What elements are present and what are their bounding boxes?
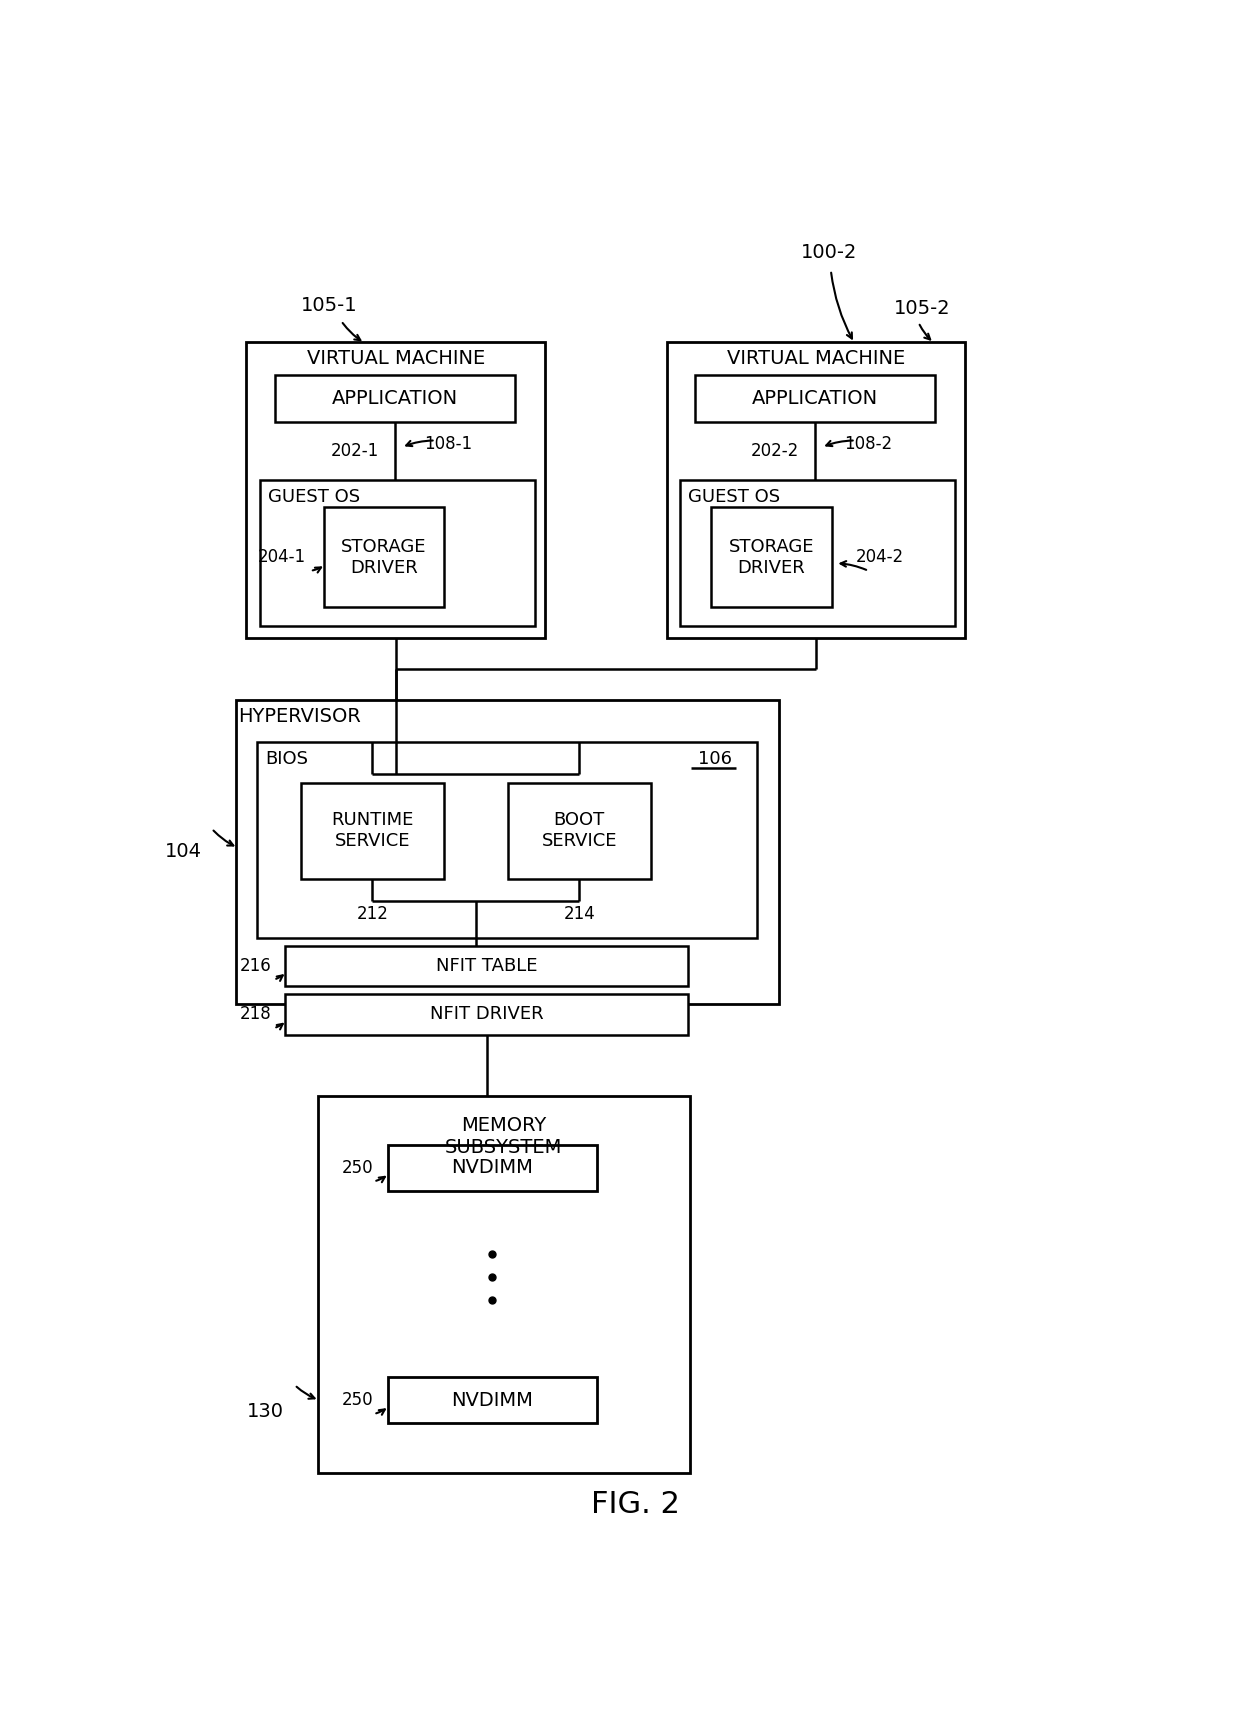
Text: NFIT DRIVER: NFIT DRIVER — [430, 1006, 543, 1023]
FancyBboxPatch shape — [712, 507, 832, 606]
Text: 218: 218 — [239, 1006, 272, 1023]
Text: 214: 214 — [563, 905, 595, 924]
Text: BIOS: BIOS — [265, 750, 309, 768]
FancyBboxPatch shape — [324, 507, 444, 606]
Text: 204-2: 204-2 — [856, 548, 904, 567]
Text: APPLICATION: APPLICATION — [332, 389, 459, 408]
Text: VIRTUAL MACHINE: VIRTUAL MACHINE — [306, 350, 485, 369]
Text: 202-1: 202-1 — [331, 443, 379, 460]
Text: 100-2: 100-2 — [801, 243, 857, 262]
Text: FIG. 2: FIG. 2 — [591, 1490, 680, 1518]
FancyBboxPatch shape — [680, 481, 955, 627]
Text: VIRTUAL MACHINE: VIRTUAL MACHINE — [727, 350, 905, 369]
Text: STORAGE
DRIVER: STORAGE DRIVER — [341, 538, 427, 577]
Text: GUEST OS: GUEST OS — [688, 488, 780, 507]
FancyBboxPatch shape — [259, 481, 534, 627]
Text: STORAGE
DRIVER: STORAGE DRIVER — [729, 538, 815, 577]
Text: HYPERVISOR: HYPERVISOR — [238, 706, 361, 725]
Text: 108-2: 108-2 — [844, 434, 892, 453]
Text: 105-1: 105-1 — [301, 296, 357, 315]
FancyBboxPatch shape — [237, 700, 779, 1005]
FancyBboxPatch shape — [507, 782, 651, 879]
Text: GUEST OS: GUEST OS — [268, 488, 360, 507]
FancyBboxPatch shape — [258, 743, 758, 939]
FancyBboxPatch shape — [247, 341, 544, 638]
Text: 105-2: 105-2 — [894, 298, 951, 319]
Text: NVDIMM: NVDIMM — [451, 1158, 533, 1177]
Text: RUNTIME
SERVICE: RUNTIME SERVICE — [331, 812, 414, 849]
Text: MEMORY
SUBSYSTEM: MEMORY SUBSYSTEM — [445, 1117, 563, 1156]
Text: 106: 106 — [698, 750, 732, 768]
Text: 108-1: 108-1 — [424, 434, 472, 453]
Text: 202-2: 202-2 — [751, 443, 799, 460]
Text: 216: 216 — [239, 956, 272, 975]
Text: NVDIMM: NVDIMM — [451, 1390, 533, 1409]
FancyBboxPatch shape — [285, 994, 688, 1034]
Text: BOOT
SERVICE: BOOT SERVICE — [542, 812, 618, 849]
FancyBboxPatch shape — [285, 946, 688, 986]
Text: 212: 212 — [356, 905, 388, 924]
Text: 130: 130 — [247, 1403, 284, 1421]
Text: NFIT TABLE: NFIT TABLE — [436, 956, 537, 975]
Text: 250: 250 — [342, 1390, 374, 1409]
FancyBboxPatch shape — [301, 782, 444, 879]
Text: 104: 104 — [165, 843, 202, 862]
FancyBboxPatch shape — [317, 1096, 689, 1473]
FancyBboxPatch shape — [387, 1144, 596, 1191]
FancyBboxPatch shape — [667, 341, 965, 638]
Text: APPLICATION: APPLICATION — [753, 389, 878, 408]
FancyBboxPatch shape — [696, 374, 935, 422]
Text: 250: 250 — [342, 1160, 374, 1177]
Text: 204-1: 204-1 — [257, 548, 305, 567]
FancyBboxPatch shape — [275, 374, 516, 422]
FancyBboxPatch shape — [387, 1377, 596, 1423]
